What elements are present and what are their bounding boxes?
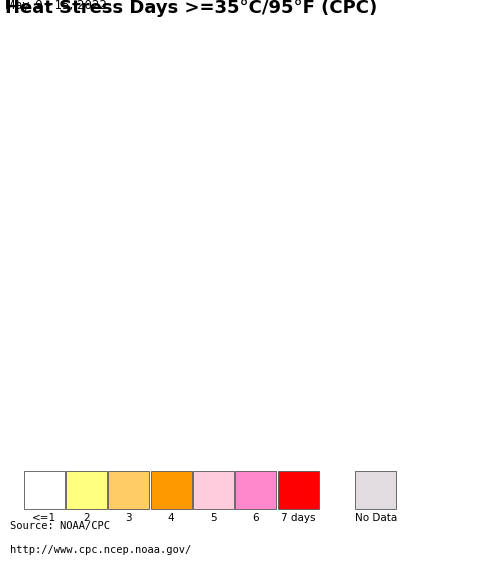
Bar [151,471,192,509]
Text: http://www.cpc.ncep.noaa.gov/: http://www.cpc.ncep.noaa.gov/ [10,545,191,555]
Bar [355,471,396,509]
Text: 3: 3 [125,513,132,523]
Text: 2: 2 [83,513,90,523]
Bar [235,471,276,509]
Bar [24,471,64,509]
Text: Source: NOAA/CPC: Source: NOAA/CPC [10,521,109,531]
Bar [108,471,149,509]
Text: 6: 6 [252,513,259,523]
Text: 7 days: 7 days [281,513,315,523]
Bar [193,471,234,509]
Text: No Data: No Data [355,513,397,523]
Bar [66,471,107,509]
Text: May. 9 - 15, 2022: May. 9 - 15, 2022 [5,0,107,12]
Text: 5: 5 [210,513,217,523]
Text: 4: 4 [168,513,174,523]
Text: <=1: <=1 [32,513,56,523]
Bar [277,471,319,509]
Text: Heat Stress Days >=35°C/95°F (CPC): Heat Stress Days >=35°C/95°F (CPC) [5,0,377,17]
